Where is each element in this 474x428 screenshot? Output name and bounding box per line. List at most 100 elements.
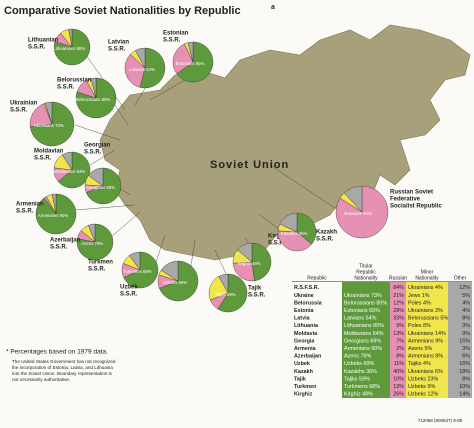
pie-slice: [251, 242, 272, 282]
republic-name: Federative: [390, 197, 421, 203]
table-cell: Armenians 90%: [344, 346, 382, 352]
table-cell: Belorussians 5%: [408, 316, 448, 322]
republic-name: Kirghiz: [268, 234, 288, 240]
table-cell: Armenians 8%: [408, 354, 443, 360]
pie-slice: [124, 54, 146, 88]
table-cell: Lithuania: [294, 323, 319, 329]
table-cell: 3%: [462, 323, 470, 329]
pie-label: Estonians 65%: [176, 61, 205, 66]
republic-name: S.S.R.: [108, 47, 126, 53]
table-cell: Poles 8%: [408, 323, 431, 329]
table-cell: Moldavians 64%: [344, 331, 384, 337]
pie-slice: [237, 242, 253, 263]
table-cell: Armenians 9%: [408, 338, 443, 344]
table-header: Nationality: [354, 275, 378, 281]
table-cell: 28%: [393, 308, 404, 314]
table-cell: Georgians 69%: [344, 338, 381, 344]
leader-line: [269, 164, 339, 211]
table-cell: Latvia: [294, 316, 311, 322]
table-cell: Azeris 78%: [344, 354, 371, 360]
table-cell: 33%: [393, 316, 404, 322]
pie-slice: [279, 212, 298, 233]
pie-label: Latvians 54%: [129, 67, 155, 72]
pie-slice: [176, 41, 214, 83]
republic-name: S.S.R.: [28, 45, 46, 51]
table-cell: Tajik: [294, 376, 306, 382]
table-cell: Uzbeks 12%: [408, 392, 438, 398]
republic-name: Georgian: [84, 143, 111, 149]
leader-line: [114, 104, 129, 126]
pie-slice: [139, 47, 166, 89]
pie-label: Tajiks 59%: [215, 292, 236, 297]
republic-name: Turkmen: [88, 260, 113, 266]
table-cell: 40%: [393, 369, 404, 375]
republic-name: Belorussian: [57, 78, 92, 84]
pie-slice: [68, 28, 73, 48]
pie-label: Lithuanians 80%: [53, 46, 85, 51]
table-cell: 4%: [462, 308, 470, 314]
republic-name: Uzbek: [120, 285, 138, 291]
table-cell: 10%: [459, 384, 470, 390]
table-cell: 5%: [462, 293, 470, 299]
leader-line: [74, 124, 121, 141]
table-cell: Moldavia: [294, 331, 318, 337]
column-band: [390, 282, 406, 398]
table-cell: Tajiks 59%: [344, 376, 370, 382]
table-cell: Jews 1%: [408, 293, 430, 299]
republic-name: S.S.R.: [10, 108, 28, 114]
table-cell: 4%: [462, 300, 470, 306]
table-cell: 10%: [393, 376, 404, 382]
table-cell: Armenia: [294, 346, 317, 352]
table-cell: Ukrainians 3%: [408, 308, 443, 314]
table-cell: Lithuanians 80%: [344, 323, 384, 329]
pie-slice: [160, 260, 179, 282]
pie-slice: [88, 167, 104, 187]
pie-slice: [62, 151, 73, 171]
table-cell: 8%: [462, 376, 470, 382]
pie-slice: [88, 223, 96, 243]
pie-label: Azeris 78%: [81, 241, 103, 246]
pie-label: Turkmens 68%: [123, 269, 152, 274]
ussr-shape: [99, 24, 471, 261]
table-cell: Turkmens 68%: [344, 384, 380, 390]
title-mark: a: [271, 4, 275, 11]
note-line: not necessarily authoritative.: [12, 377, 70, 382]
note: The United States Government has not rec…: [12, 359, 116, 382]
pie-slice: [135, 47, 146, 69]
pie-label: Kirghiz 48%: [238, 261, 261, 266]
pie-slice: [187, 41, 194, 63]
republic-name: Azerbaijan: [50, 238, 81, 244]
table-cell: Belorussia: [294, 300, 323, 306]
pie-slice: [172, 43, 194, 75]
table-cell: 8%: [396, 354, 404, 360]
republic-name: Estonian: [163, 31, 189, 37]
table-cell: Estonia: [294, 308, 314, 314]
republic-name: S.S.R.: [268, 241, 286, 247]
pie-slice: [277, 230, 312, 252]
pie-label: Georgians 69%: [85, 185, 115, 190]
pie-label: Belorussians 80%: [76, 97, 111, 102]
leader-line: [154, 234, 166, 266]
table-cell: 13%: [393, 331, 404, 337]
republic-name: S.S.R.: [248, 293, 266, 299]
table-cell: 3%: [462, 346, 470, 352]
pie-slice: [90, 77, 97, 99]
republic-name: S.S.R.: [88, 267, 106, 273]
table-cell: 6%: [462, 354, 470, 360]
table-cell: Kazakh: [294, 369, 313, 375]
column-band: [406, 282, 448, 398]
republic-name: S.S.R.: [16, 209, 34, 215]
table-cell: 9%: [396, 323, 404, 329]
table-cell: Uzbeks 9%: [408, 384, 435, 390]
table-cell: Ukraine: [294, 293, 314, 299]
note-line: the incorporation of Estonia, Latvia, an…: [12, 365, 113, 370]
pie-slice: [52, 193, 57, 215]
table-header: Russian: [389, 275, 407, 281]
republic-name: Socialist Republic: [390, 204, 442, 210]
table-cell: 15%: [459, 338, 470, 344]
table-cell: Georgia: [294, 338, 315, 344]
table-cell: 21%: [393, 293, 404, 299]
pie-slice: [123, 251, 159, 289]
table-cell: 9%: [462, 331, 470, 337]
